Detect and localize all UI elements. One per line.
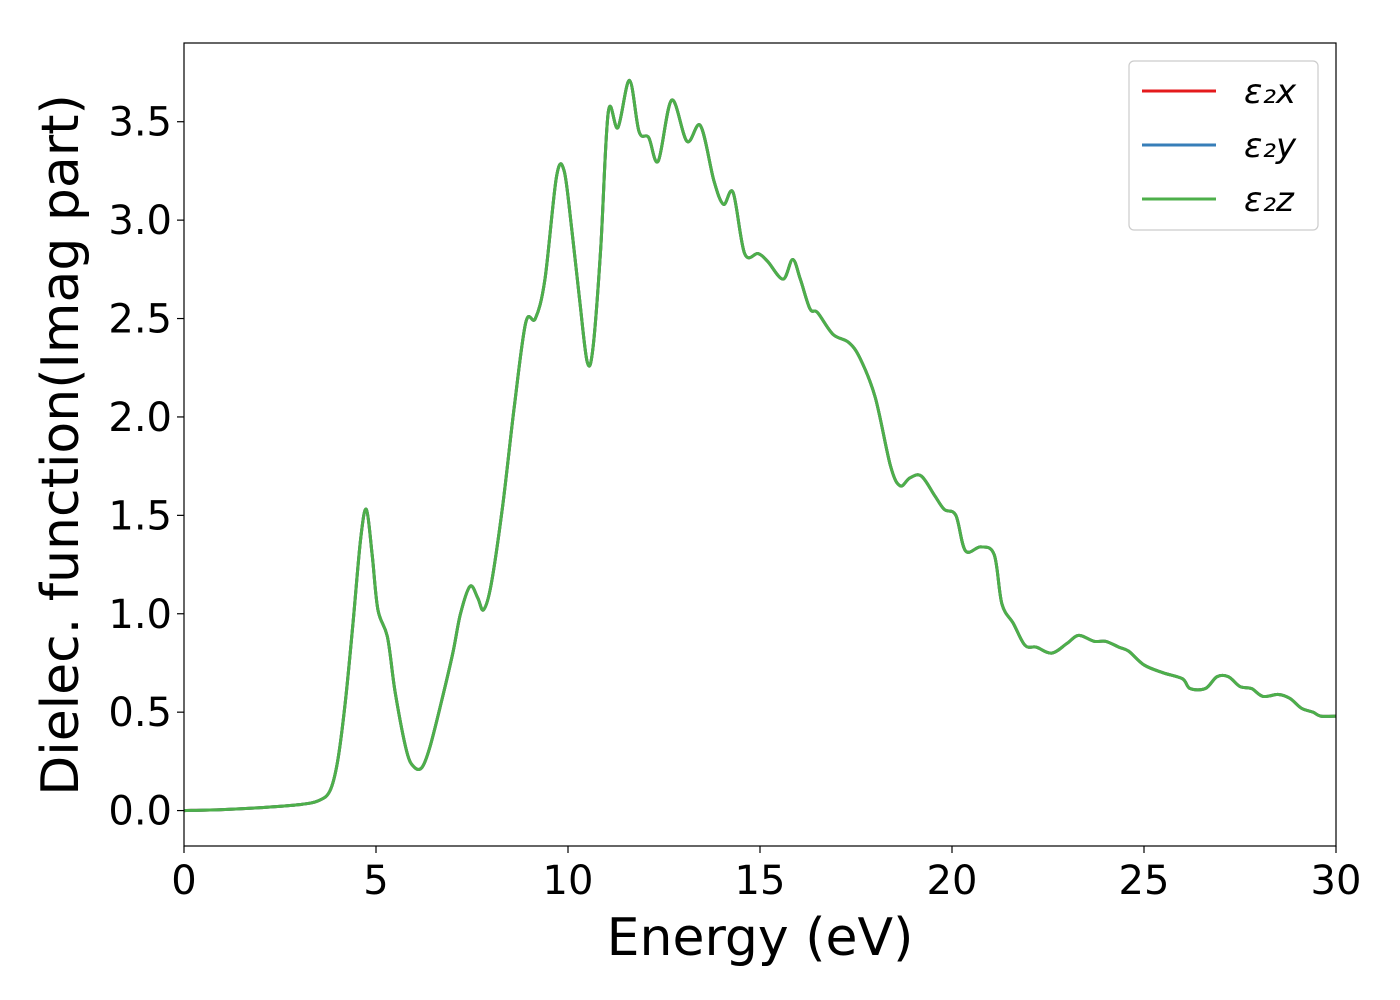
legend-label-3: ε₂z: [1244, 180, 1295, 220]
x-tick-label: 25: [1119, 858, 1170, 904]
x-tick-label: 0: [171, 858, 196, 904]
series-layer: [183, 78, 1337, 813]
legend-box: [1128, 60, 1319, 231]
legend: ε₂x ε₂y ε₂z: [1128, 60, 1319, 231]
y-axis-ticks: 0.0 0.5 1.0 1.5 2.0 2.5 3.0 3.5: [108, 100, 184, 835]
y-tick-label: 3.5: [108, 100, 172, 146]
x-axis-ticks: 0 5 10 15 20 25 30: [171, 846, 1361, 904]
y-tick-label: 0.0: [108, 789, 172, 835]
y-tick-label: 0.5: [108, 690, 172, 736]
y-tick-label: 1.0: [108, 592, 172, 638]
legend-label-2: ε₂y: [1244, 126, 1297, 166]
y-tick-label: 1.5: [108, 493, 172, 539]
x-tick-label: 10: [543, 858, 594, 904]
y-axis-label: Dielec. function(Imag part): [31, 94, 91, 796]
legend-label-1: ε₂x: [1244, 72, 1297, 112]
legend-items: ε₂x ε₂y ε₂z: [1142, 72, 1297, 220]
y-tick-label: 3.0: [108, 198, 172, 244]
x-tick-label: 30: [1311, 858, 1362, 904]
x-axis-label: Energy (eV): [607, 908, 914, 968]
y-tick-label: 2.0: [108, 395, 172, 441]
x-tick-label: 5: [363, 858, 388, 904]
x-tick-label: 15: [735, 858, 786, 904]
x-tick-label: 20: [927, 858, 978, 904]
y-tick-label: 2.5: [108, 297, 172, 343]
series-line-3: [183, 78, 1337, 813]
